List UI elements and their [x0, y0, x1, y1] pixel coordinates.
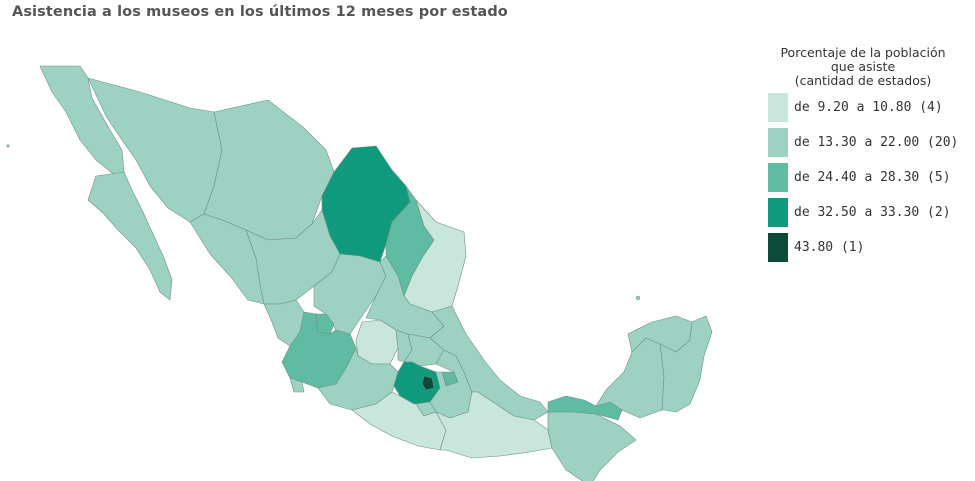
mexico-map: [6, 65, 713, 481]
legend-item[interactable]: de 32.50 a 33.30 (2): [768, 198, 970, 227]
legend-label: de 24.40 a 28.30 (5): [794, 170, 951, 185]
legend-title-line: Porcentaje de la población: [780, 45, 946, 60]
state-colima[interactable]: [289, 377, 305, 393]
legend-swatch: [768, 233, 788, 262]
legend-label: de 13.30 a 22.00 (20): [794, 135, 959, 150]
legend-item[interactable]: 43.80 (1): [768, 233, 970, 262]
legend-swatch: [768, 128, 788, 157]
legend-title-line: que asiste: [830, 59, 896, 74]
legend-label: de 9.20 a 10.80 (4): [794, 100, 943, 115]
legend-swatch: [768, 163, 788, 192]
island-marker: [6, 144, 10, 148]
legend: Porcentaje de la población que asiste (c…: [756, 46, 970, 268]
legend-swatch: [768, 93, 788, 122]
chart-title: Asistencia a los museos en los últimos 1…: [12, 4, 508, 20]
legend-swatch: [768, 198, 788, 227]
legend-title: Porcentaje de la población que asiste (c…: [756, 46, 970, 88]
state-quintana-roo[interactable]: [659, 315, 713, 413]
legend-item[interactable]: de 9.20 a 10.80 (4): [768, 93, 970, 122]
state-chihuahua[interactable]: [203, 99, 335, 241]
state-guerrero[interactable]: [351, 391, 447, 451]
state-chiapas[interactable]: [547, 411, 637, 481]
legend-list: de 9.20 a 10.80 (4) de 13.30 a 22.00 (20…: [768, 93, 970, 262]
legend-label: de 32.50 a 33.30 (2): [794, 205, 951, 220]
legend-title-line: (cantidad de estados): [794, 73, 932, 88]
legend-item[interactable]: de 13.30 a 22.00 (20): [768, 128, 970, 157]
legend-item[interactable]: de 24.40 a 28.30 (5): [768, 163, 970, 192]
island-marker: [635, 295, 641, 301]
state-baja-california-sur[interactable]: [87, 171, 173, 301]
legend-label: 43.80 (1): [794, 240, 865, 255]
state-ciudad-de-mexico[interactable]: [421, 375, 435, 391]
